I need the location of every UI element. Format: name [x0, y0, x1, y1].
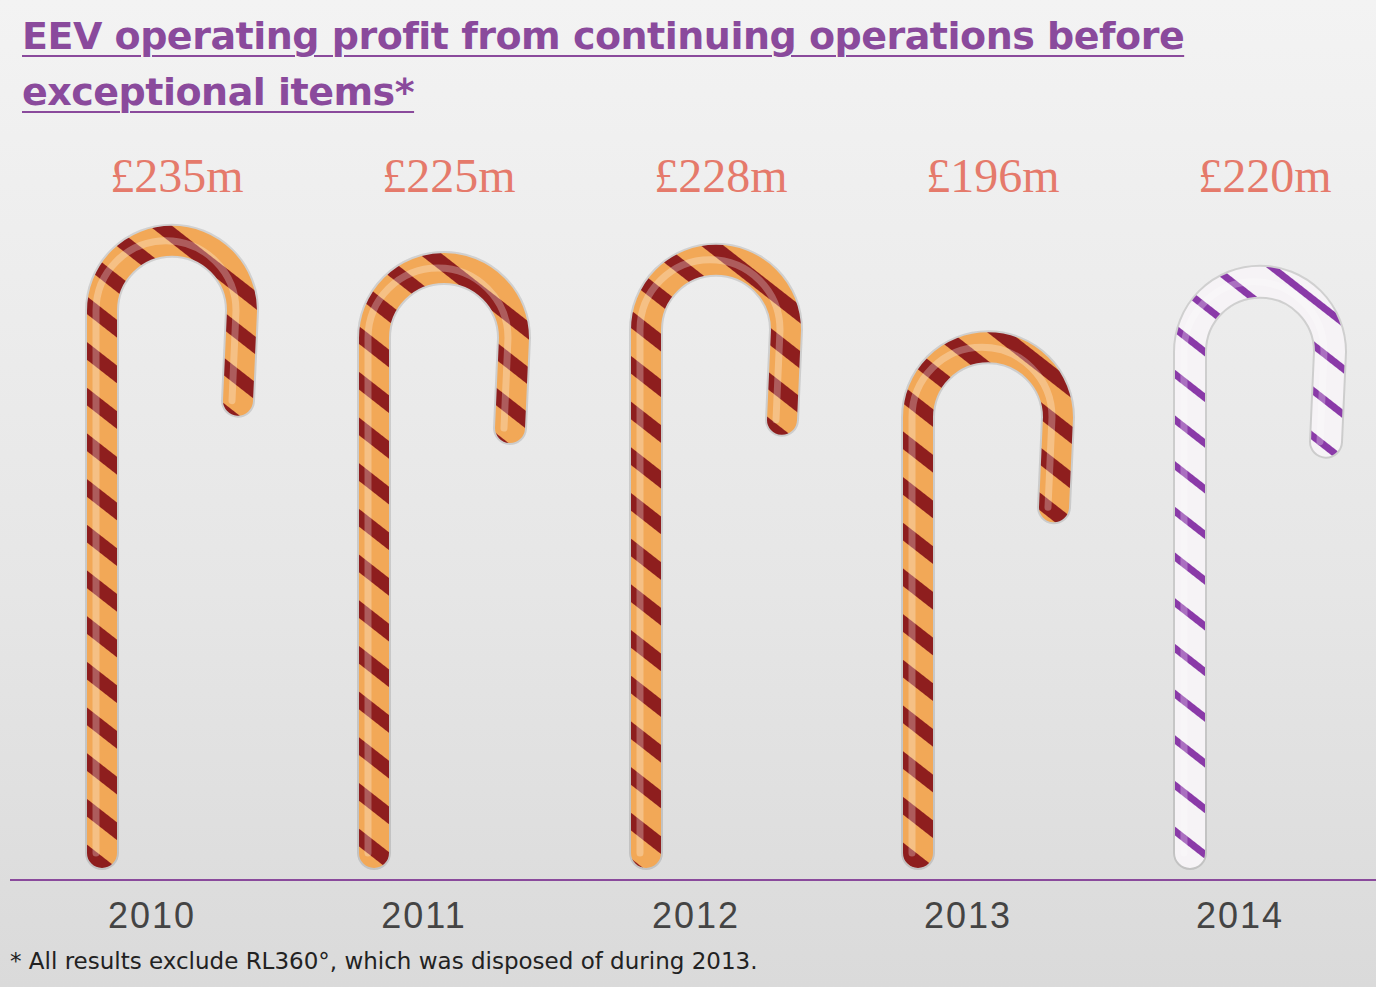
cane-shadow: [918, 347, 1058, 853]
bar: [1190, 282, 1330, 853]
data-label: £228m: [654, 149, 787, 202]
bar: [102, 241, 242, 853]
cane-shadow: [102, 241, 242, 853]
cane-highlight: [96, 241, 236, 853]
cane-highlight: [1184, 282, 1324, 853]
data-label: £225m: [382, 149, 515, 202]
data-label: £196m: [926, 149, 1059, 202]
data-label: £235m: [110, 149, 243, 202]
x-tick-label: 2013: [924, 895, 1012, 936]
x-tick-label: 2012: [652, 895, 740, 936]
cane-shadow: [646, 260, 786, 853]
cane-highlight: [912, 347, 1052, 853]
cane-highlight: [640, 260, 780, 853]
data-label: £220m: [1198, 149, 1331, 202]
plot-area: [96, 241, 1330, 853]
bar: [374, 268, 514, 853]
bar: [646, 260, 786, 853]
chart: £235m 2010 £225m 2011 £228m 2012 £196m 2013 £220…: [0, 0, 1376, 987]
title: EEV operating profit from continuing ope…: [22, 8, 1312, 120]
bar: [918, 347, 1058, 853]
cane-shadow: [374, 268, 514, 853]
cane-highlight: [368, 268, 508, 853]
x-tick-label: 2010: [108, 895, 196, 936]
x-tick-label: 2011: [381, 895, 466, 936]
x-tick-label: 2014: [1196, 895, 1284, 936]
cane-shadow: [1190, 282, 1330, 853]
x-axis: [10, 879, 1376, 881]
footnote: * All results exclude RL360°, which was …: [10, 948, 757, 974]
